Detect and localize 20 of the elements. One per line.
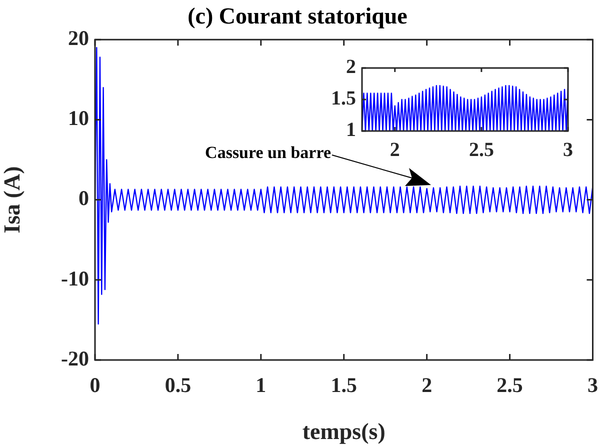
x-tick-label: 2 — [422, 373, 432, 398]
x-tick-label: 0.5 — [164, 373, 192, 398]
x-tick-label: 3 — [563, 139, 573, 162]
x-tick-label: 1 — [256, 373, 266, 398]
y-tick-label: 20 — [68, 26, 89, 50]
chart-title: (c) Courant statorique — [188, 4, 408, 29]
x-axis-title: temps(s) — [302, 419, 386, 444]
x-tick-label: 2 — [390, 139, 400, 162]
y-tick-label: -20 — [61, 346, 89, 370]
x-tick-label: 2.5 — [496, 373, 523, 398]
y-tick-label: -10 — [61, 266, 89, 290]
y-tick-label: 1 — [346, 119, 356, 142]
y-axis-title: Isa (A) — [0, 166, 25, 234]
y-tick-label: 10 — [68, 106, 89, 130]
x-tick-label: 3 — [588, 373, 598, 398]
x-tick-label: 2.5 — [468, 139, 494, 162]
y-tick-label: 1.5 — [331, 88, 356, 110]
annotation: Cassure un barre — [205, 142, 332, 162]
y-tick-label: 0 — [78, 186, 89, 210]
y-tick-label: 2 — [346, 56, 356, 78]
